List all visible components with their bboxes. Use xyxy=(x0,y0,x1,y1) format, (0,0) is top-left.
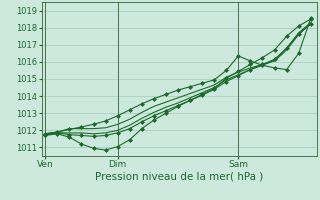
X-axis label: Pression niveau de la mer( hPa ): Pression niveau de la mer( hPa ) xyxy=(95,172,263,182)
